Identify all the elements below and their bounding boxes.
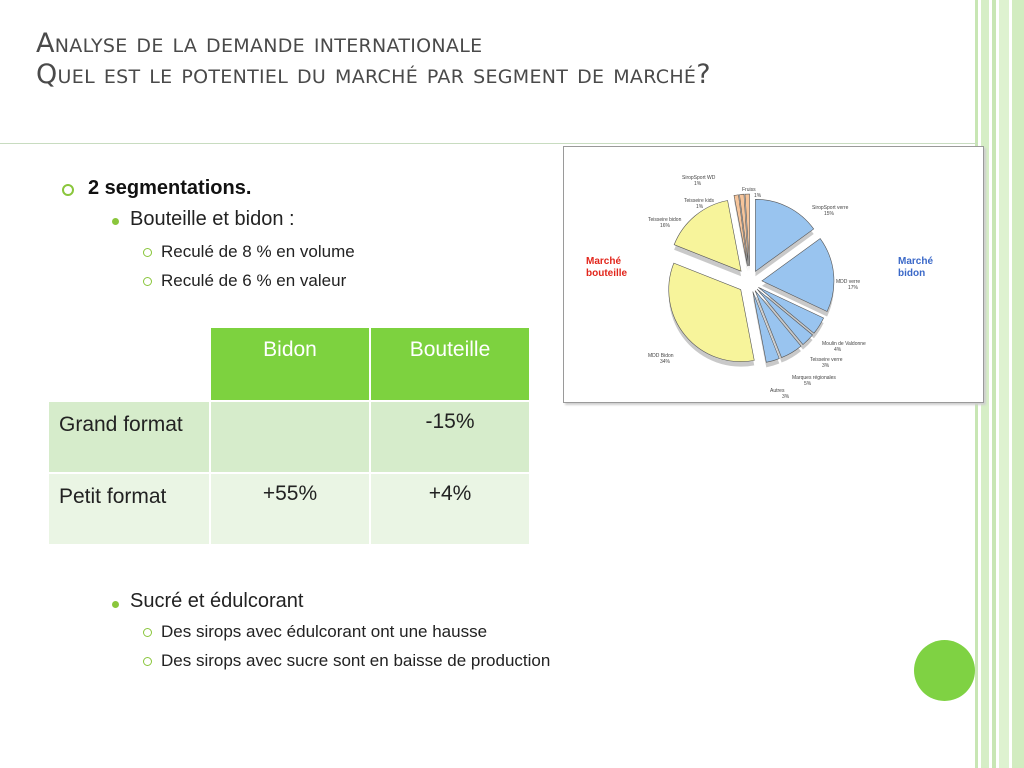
- pie-slice: [673, 200, 742, 272]
- table-row: Petit format +55% +4%: [47, 472, 531, 546]
- bullet-bouteille-bidon: Bouteille et bidon :: [130, 208, 295, 230]
- slice-pct: 1%: [694, 181, 702, 187]
- bullet-ring-icon: [143, 628, 152, 637]
- slice-pct: 16%: [660, 223, 671, 229]
- legend-bouteille: bouteille: [586, 268, 628, 279]
- bullet-dot-icon: [112, 218, 119, 225]
- pie-slice: [752, 291, 780, 363]
- table-header-bouteille: Bouteille: [369, 326, 531, 402]
- bullet-ring-icon: [143, 277, 152, 286]
- slice-label: Fruiss: [742, 187, 756, 193]
- decor-circle: [914, 640, 975, 701]
- bullet-dot-icon: [112, 601, 119, 608]
- row-label: Grand format: [47, 400, 211, 474]
- bullet-ring-icon: [143, 657, 152, 666]
- bullet-sucre: Sucré et édulcorant: [130, 590, 304, 612]
- slice-pct: 15%: [824, 211, 835, 217]
- slice-label: MDD verre: [836, 279, 860, 285]
- legend-bidon: Marché: [898, 256, 933, 267]
- title-divider: [0, 143, 978, 144]
- pie-slice-shadow: [734, 199, 748, 272]
- pie-slice: [733, 194, 748, 267]
- pie-slice: [756, 288, 813, 345]
- slice-label: Teisseire bidon: [648, 217, 682, 223]
- pie-chart-panel: SiropSport verre 15% MDD verre 17% Moulin de…: [563, 146, 984, 403]
- pie-slice: [744, 193, 750, 267]
- slice-label: Teisseire verre: [810, 357, 843, 363]
- bullet-main: 2 segmentations.: [88, 177, 252, 199]
- pie-slice: [754, 290, 802, 358]
- slice-label: SiropSport WD: [682, 175, 716, 181]
- pie-slice: [755, 199, 815, 272]
- bullet-sub-sucre: Des sirops avec sucre sont en baisse de …: [161, 651, 551, 670]
- slice-pct: 4%: [834, 347, 842, 353]
- legend-bidon: bidon: [898, 268, 925, 279]
- slice-label: SiropSport verre: [812, 205, 849, 211]
- bullet-sub-volume: Reculé de 8 % en volume: [161, 242, 355, 261]
- slice-label: Marques régionales: [792, 375, 836, 381]
- segment-table: Bidon Bouteille Grand format -15% Petit …: [47, 326, 531, 546]
- slice-label: MDD Bidon: [648, 353, 674, 359]
- cell-bidon: +55%: [209, 472, 371, 546]
- slice-pct: 3%: [822, 363, 830, 369]
- pie-slice: [761, 238, 835, 312]
- table-header-bidon: Bidon: [209, 326, 371, 402]
- slice-pct: 3%: [782, 394, 790, 400]
- slice-pct: 5%: [804, 381, 812, 387]
- title-line-1: Analyse de la demande internationale: [36, 28, 483, 59]
- pie-slice-shadow: [739, 199, 749, 272]
- bullet-ring-icon: [62, 184, 74, 196]
- decor-stripe: [999, 0, 1009, 768]
- title-line-2: Quel est le potentiel du marché par segm…: [36, 59, 711, 90]
- slide-title: Analyse de la demande internationale Que…: [36, 28, 936, 90]
- slice-pct: 1%: [696, 204, 704, 210]
- cell-bouteille: +4%: [369, 472, 531, 546]
- row-label: Petit format: [47, 472, 211, 546]
- bullet-sub-edulcorant: Des sirops avec édulcorant ont une hauss…: [161, 622, 488, 641]
- bullet-sub-valeur: Reculé de 6 % en valeur: [161, 271, 347, 290]
- slice-label: Teisseire kids: [684, 198, 715, 204]
- slice-pct: 17%: [848, 285, 859, 291]
- cell-bidon: [209, 400, 371, 474]
- bullet-ring-icon: [143, 248, 152, 257]
- slice-label: Autres: [770, 388, 785, 394]
- decor-stripe: [992, 0, 996, 768]
- table-row: Grand format -15%: [47, 400, 531, 474]
- legend-bouteille: Marché: [586, 256, 621, 267]
- decor-stripe: [1012, 0, 1024, 768]
- slice-pct: 1%: [754, 193, 762, 199]
- slice-pct: 34%: [660, 359, 671, 365]
- pie-slice: [739, 193, 749, 267]
- decor-stripe: [981, 0, 989, 768]
- table-corner: [47, 326, 211, 402]
- slice-label: Moulin de Valdonne: [822, 341, 866, 347]
- pie-slice: [758, 287, 824, 334]
- pie-slice: [668, 262, 755, 362]
- cell-bouteille: -15%: [369, 400, 531, 474]
